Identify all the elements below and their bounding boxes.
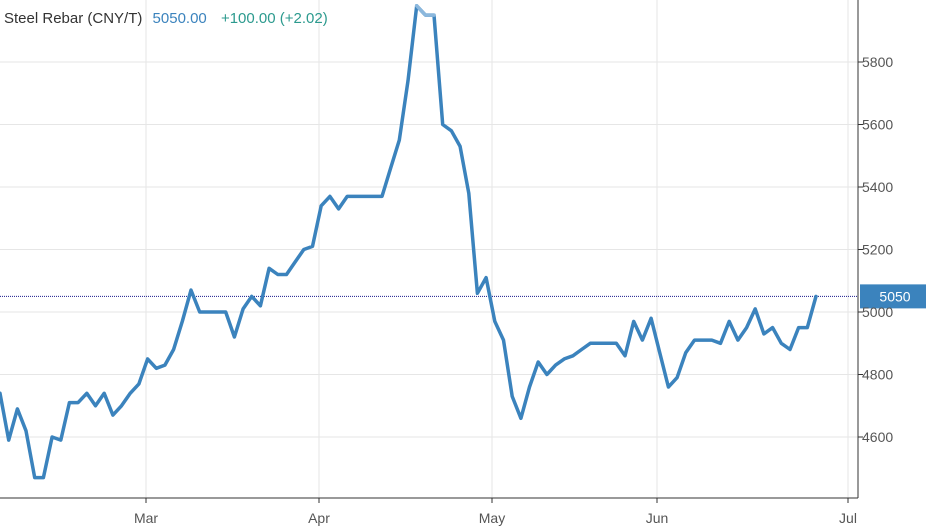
x-tick-label: Jul — [839, 510, 857, 526]
series-line — [0, 4, 818, 480]
chart-legend: Steel Rebar (CNY/T) 5050.00 +100.00 (+2.… — [4, 10, 328, 27]
y-tick-label: 5000 — [862, 304, 893, 320]
y-tick-label: 4800 — [862, 367, 893, 383]
last-value-badge — [860, 284, 926, 309]
x-tick-label: May — [479, 510, 505, 526]
y-tick-label: 5200 — [862, 242, 893, 258]
x-tick-label: Mar — [134, 510, 158, 526]
y-tick-label: 5400 — [862, 179, 893, 195]
last-value-badge-label: 5050 — [879, 288, 910, 304]
legend-last-price: 5050.00 — [152, 10, 207, 27]
legend-change: +100.00 (+2.02) — [220, 10, 328, 27]
reference-line-layer: 5050 — [0, 284, 926, 309]
x-tick-label: Apr — [308, 510, 330, 526]
legend-name: Steel Rebar (CNY/T) — [4, 10, 143, 27]
x-tick-label: Jun — [646, 510, 669, 526]
series-layer — [0, 4, 818, 480]
grid-layer — [0, 0, 858, 498]
y-tick-label: 5600 — [862, 117, 893, 133]
axis-layer — [0, 0, 863, 503]
axis-label-layer: 4600 4800 5000 5200 5400 5600 5800 Mar Apr May Jun… — [134, 54, 893, 526]
y-tick-label: 5800 — [862, 54, 893, 70]
y-tick-label: 4600 — [862, 429, 893, 445]
series-line-highlight — [414, 4, 436, 17]
